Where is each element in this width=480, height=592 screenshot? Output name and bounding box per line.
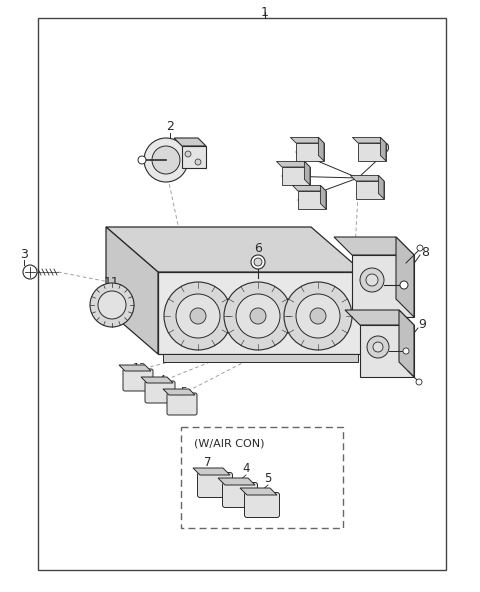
Polygon shape bbox=[352, 137, 386, 143]
Circle shape bbox=[190, 308, 206, 324]
Circle shape bbox=[373, 342, 383, 352]
Circle shape bbox=[176, 294, 220, 338]
Text: 12: 12 bbox=[133, 363, 147, 373]
FancyBboxPatch shape bbox=[123, 369, 153, 391]
Text: 10: 10 bbox=[375, 141, 391, 155]
Text: 5: 5 bbox=[264, 471, 272, 484]
Circle shape bbox=[224, 282, 292, 350]
Circle shape bbox=[310, 308, 326, 324]
Polygon shape bbox=[298, 191, 326, 209]
Polygon shape bbox=[321, 185, 326, 209]
Bar bbox=[360, 325, 414, 377]
Circle shape bbox=[284, 282, 352, 350]
Circle shape bbox=[90, 283, 134, 327]
Polygon shape bbox=[106, 227, 363, 272]
Polygon shape bbox=[290, 137, 324, 143]
Polygon shape bbox=[358, 143, 386, 161]
Polygon shape bbox=[318, 137, 324, 161]
Circle shape bbox=[236, 294, 280, 338]
Polygon shape bbox=[119, 365, 151, 371]
Circle shape bbox=[164, 282, 232, 350]
Polygon shape bbox=[163, 389, 195, 395]
Polygon shape bbox=[350, 175, 384, 181]
Polygon shape bbox=[218, 478, 255, 485]
FancyBboxPatch shape bbox=[244, 493, 279, 517]
Text: (W/AIR CON): (W/AIR CON) bbox=[194, 439, 264, 449]
Polygon shape bbox=[345, 310, 414, 325]
Circle shape bbox=[250, 308, 266, 324]
Polygon shape bbox=[292, 185, 326, 191]
Circle shape bbox=[400, 281, 408, 289]
Text: 9: 9 bbox=[418, 318, 426, 332]
Circle shape bbox=[195, 159, 201, 165]
Bar bbox=[38, 18, 446, 570]
Text: 3: 3 bbox=[20, 247, 28, 260]
Polygon shape bbox=[282, 167, 310, 185]
Polygon shape bbox=[399, 310, 414, 377]
FancyBboxPatch shape bbox=[181, 427, 343, 528]
Circle shape bbox=[416, 379, 422, 385]
Circle shape bbox=[138, 156, 146, 164]
Text: 8: 8 bbox=[421, 246, 429, 259]
Circle shape bbox=[98, 291, 126, 319]
Polygon shape bbox=[193, 468, 230, 475]
Circle shape bbox=[367, 336, 389, 358]
Bar bbox=[163, 354, 358, 362]
Polygon shape bbox=[356, 181, 384, 199]
Circle shape bbox=[251, 255, 265, 269]
Bar bbox=[352, 255, 414, 317]
Text: 7: 7 bbox=[204, 455, 212, 468]
Bar bbox=[182, 146, 206, 168]
Circle shape bbox=[417, 245, 423, 251]
FancyBboxPatch shape bbox=[197, 472, 232, 497]
Text: 1: 1 bbox=[261, 6, 269, 19]
Polygon shape bbox=[334, 237, 414, 255]
Polygon shape bbox=[174, 138, 206, 146]
Circle shape bbox=[296, 294, 340, 338]
Text: 11: 11 bbox=[104, 275, 120, 288]
Circle shape bbox=[152, 146, 180, 174]
Polygon shape bbox=[380, 137, 386, 161]
Polygon shape bbox=[158, 272, 363, 354]
Text: 2: 2 bbox=[166, 120, 174, 133]
Polygon shape bbox=[106, 227, 158, 354]
Polygon shape bbox=[240, 488, 277, 495]
Bar bbox=[363, 334, 381, 352]
Circle shape bbox=[23, 265, 37, 279]
FancyBboxPatch shape bbox=[145, 381, 175, 403]
Text: 4: 4 bbox=[242, 462, 250, 475]
Circle shape bbox=[366, 274, 378, 286]
Circle shape bbox=[403, 348, 409, 354]
Bar bbox=[363, 282, 381, 298]
FancyBboxPatch shape bbox=[167, 393, 197, 415]
Text: 5: 5 bbox=[180, 387, 188, 397]
Circle shape bbox=[360, 268, 384, 292]
Text: 6: 6 bbox=[254, 242, 262, 255]
Polygon shape bbox=[276, 162, 310, 167]
Circle shape bbox=[185, 151, 191, 157]
Polygon shape bbox=[378, 175, 384, 199]
Polygon shape bbox=[141, 377, 173, 383]
Polygon shape bbox=[396, 237, 414, 317]
FancyBboxPatch shape bbox=[223, 482, 257, 507]
Circle shape bbox=[254, 258, 262, 266]
Circle shape bbox=[144, 138, 188, 182]
Polygon shape bbox=[304, 162, 310, 185]
Text: 4: 4 bbox=[158, 375, 166, 385]
Polygon shape bbox=[296, 143, 324, 161]
